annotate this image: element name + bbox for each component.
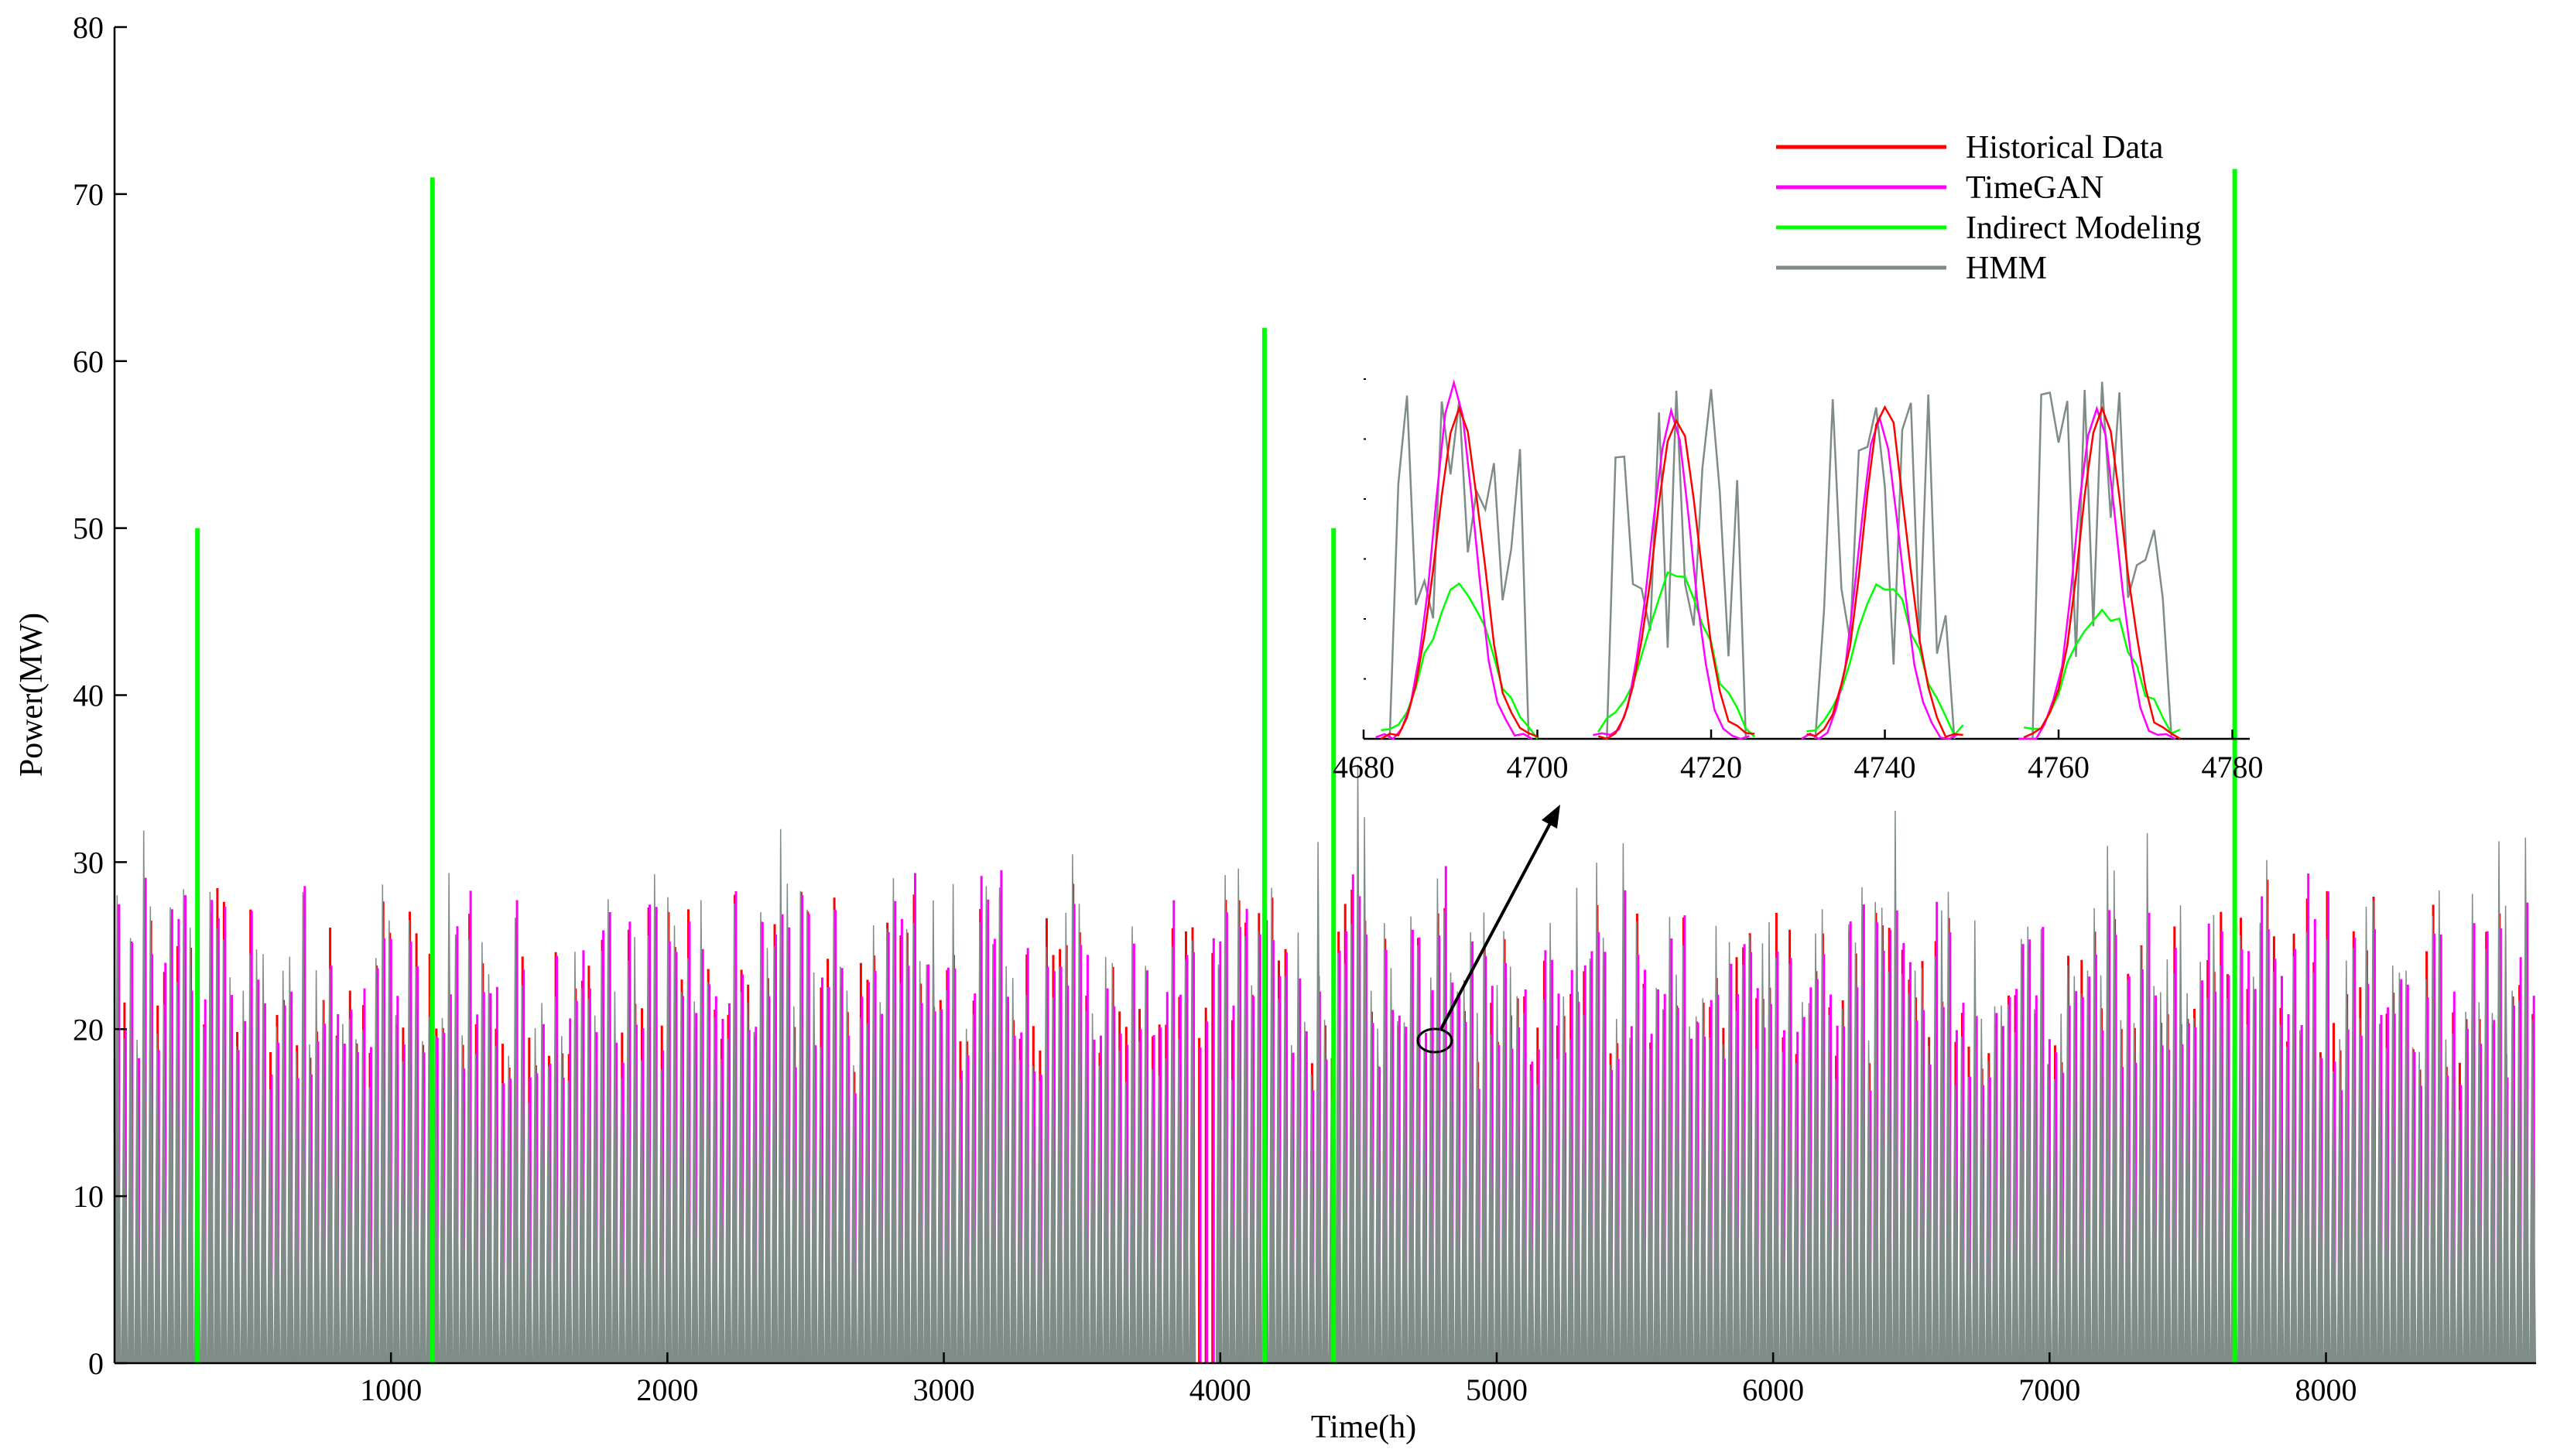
zoom-region-ellipse [1416, 1027, 1453, 1054]
inset-x-tick-label: 4700 [1507, 750, 1569, 784]
legend-label: Indirect Modeling [1966, 210, 2201, 246]
inset-x-tick-label: 4740 [1854, 750, 1916, 784]
inset-plot: 4680 4700 4720 4740 4760 4780 [1333, 378, 2264, 784]
inset-x-tick-label: 4720 [1680, 750, 1742, 784]
y-tick-label: 50 [73, 511, 104, 546]
legend: Historical Data TimeGAN Indirect Modeling H… [1776, 130, 2201, 286]
y-tick-label: 40 [73, 678, 104, 713]
inset-x-tick-label: 4680 [1333, 750, 1395, 784]
x-tick-label: 3000 [913, 1372, 975, 1407]
x-tick-label: 7000 [2018, 1372, 2080, 1407]
y-axis-title: Power(MW) [14, 613, 50, 777]
y-tick-label: 30 [73, 845, 104, 880]
y-tick-label: 80 [73, 10, 104, 45]
series-historical-data-inset [1380, 405, 2181, 740]
x-tick-label: 1000 [360, 1372, 422, 1407]
y-tick-label: 0 [88, 1346, 104, 1381]
indirect-modeling-spikes [195, 169, 2237, 1363]
x-ticks: 1000 2000 3000 4000 5000 6000 7000 8000 [360, 1352, 2357, 1407]
inset-x-tick-label: 4780 [2202, 750, 2264, 784]
x-tick-label: 8000 [2295, 1372, 2357, 1407]
main-plot-area [114, 764, 2537, 1364]
series-indirect-modeling-inset [1381, 571, 2181, 740]
zoom-arrow-line [1439, 815, 1556, 1030]
legend-label: Historical Data [1966, 130, 2164, 166]
x-axis-title: Time(h) [1311, 1410, 1416, 1445]
x-tick-label: 2000 [636, 1372, 698, 1407]
zoom-arrow-head [1542, 805, 1560, 829]
series-timegan-inset [1375, 378, 2176, 740]
legend-label: HMM [1966, 251, 2047, 286]
y-tick-label: 20 [73, 1012, 104, 1047]
x-tick-label: 6000 [1742, 1372, 1804, 1407]
y-tick-label: 70 [73, 177, 104, 212]
legend-label: TimeGAN [1966, 170, 2103, 206]
y-ticks: 0 10 20 30 40 50 60 70 80 [73, 10, 127, 1381]
zoom-pointer [1416, 805, 1560, 1054]
y-tick-label: 60 [73, 344, 104, 379]
x-tick-label: 5000 [1466, 1372, 1528, 1407]
y-tick-label: 10 [73, 1179, 104, 1214]
series-hmm-main [114, 764, 2537, 1364]
inset-x-tick-label: 4760 [2028, 750, 2090, 784]
x-tick-label: 4000 [1189, 1372, 1251, 1407]
